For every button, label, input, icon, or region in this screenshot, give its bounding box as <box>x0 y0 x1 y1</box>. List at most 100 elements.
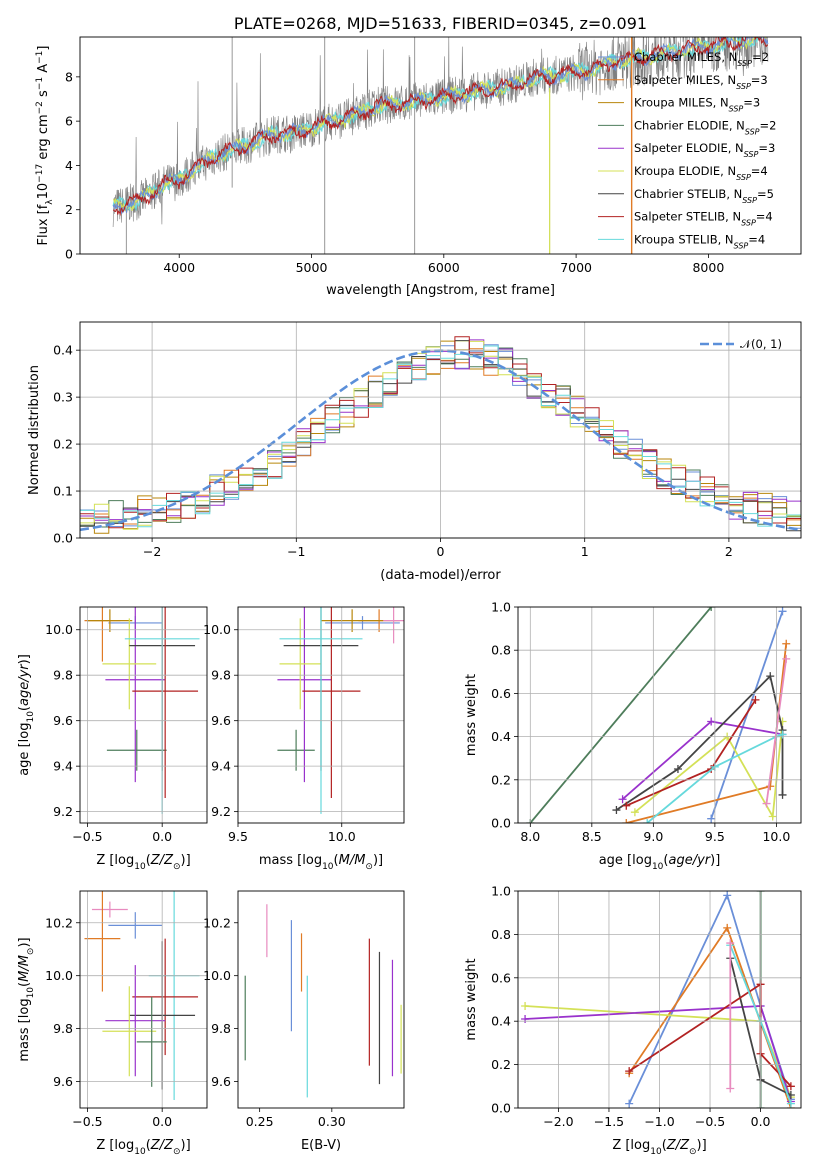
data-point-marker <box>612 806 621 815</box>
x-tick-label: 0.0 <box>152 829 172 844</box>
x-tick-label: −0.5 <box>72 1114 102 1129</box>
data-spectrum <box>112 37 769 228</box>
data-point-marker <box>778 607 787 616</box>
plot-area <box>112 37 769 254</box>
data-point-marker <box>673 765 682 773</box>
data-point-marker <box>766 782 775 791</box>
x-tick-label: 10.0 <box>762 829 790 844</box>
legend-main: Chabrier ELODIE, N <box>634 118 745 132</box>
y-tick-label: 9.4 <box>211 759 231 774</box>
axis-label-part: Z [log <box>96 1138 134 1153</box>
y-tick-label: 9.8 <box>53 1021 73 1036</box>
axis-label-part: )] <box>697 1138 707 1153</box>
x-axis-label: wavelength [Angstrom, rest frame] <box>326 283 555 298</box>
legend-sub: SSP <box>745 127 760 136</box>
axis-label-part: s <box>36 90 51 101</box>
axes-frame <box>517 606 802 824</box>
legend-entry: Chabrier MILES, NSSP=2 <box>634 50 769 68</box>
legend-main: Salpeter MILES, N <box>634 73 736 87</box>
y-tick-label: 0.8 <box>491 927 511 942</box>
legend-entry: Kroupa MILES, NSSP=3 <box>634 96 760 114</box>
data-point-marker <box>786 1082 795 1091</box>
legend-tail: =4 <box>751 164 768 178</box>
y-tick-label: 9.6 <box>211 713 231 728</box>
y-axis-label-group: age [log10(age/yr)] <box>17 654 36 776</box>
axis-label-part: 10 <box>26 987 36 999</box>
y-tick-label: 0.8 <box>491 643 511 658</box>
data-point-marker <box>766 672 775 681</box>
data-point-marker <box>707 717 716 726</box>
y-tick-label: 9.6 <box>211 1074 231 1089</box>
x-tick-label: 8.5 <box>582 829 602 844</box>
x-tick-label: −2 <box>143 544 161 559</box>
axes-frame <box>237 890 405 1109</box>
y-tick-label: 0.2 <box>491 772 511 787</box>
data-point-marker <box>726 1084 735 1093</box>
axis-label-part: λ <box>45 199 55 205</box>
plot-area <box>84 607 200 814</box>
y-tick-label: 0.0 <box>491 1101 511 1116</box>
x-tick-label: −2.0 <box>543 1114 573 1129</box>
x-axis-label: E(B-V) <box>301 1138 341 1153</box>
data-point-marker <box>726 939 735 948</box>
y-tick-label: 9.8 <box>211 1021 231 1036</box>
data-point-marker <box>778 790 787 799</box>
axes-frame <box>79 36 802 255</box>
y-tick-label: 9.8 <box>53 668 73 683</box>
legend-entry: 𝒩(0, 1) <box>740 337 782 351</box>
panel-mass_vs_Z: −0.5 0.09.69.810.010.2Z [log10(Z/Z⊙)]mass… <box>17 890 208 1157</box>
data-point-marker <box>786 1099 795 1108</box>
y-tick-label: 10.0 <box>203 622 231 637</box>
axis-label: Z [log10(Z/Z⊙)] <box>612 1138 706 1157</box>
plot-area <box>526 607 791 823</box>
plot-area <box>277 607 404 814</box>
data-point-marker <box>521 1002 530 1011</box>
x-tick-label: 8000 <box>692 260 724 275</box>
y-axis-label-group: Flux [fλ10−17 erg cm−2 s−1 A−1] <box>35 46 55 246</box>
data-point-marker <box>707 607 716 611</box>
y-tick-label: 0.0 <box>491 816 511 831</box>
x-tick-label: 0.0 <box>751 1114 771 1129</box>
y-tick-label: 9.2 <box>211 804 231 819</box>
axis-label-part: ⊙ <box>173 1147 181 1157</box>
y-tick-label: 0.3 <box>53 390 73 405</box>
axis-label-part: ⊙ <box>365 862 373 872</box>
legend-tail: =2 <box>752 50 769 64</box>
x-tick-label: 5000 <box>296 260 328 275</box>
x-tick-label: 2 <box>725 544 733 559</box>
series-line <box>646 733 783 823</box>
legend-sub: SSP <box>736 81 751 90</box>
legend-sub: SSP <box>742 195 757 204</box>
y-tick-label: 9.2 <box>53 804 73 819</box>
data-point-marker <box>622 819 631 823</box>
axis-label-part: age [log <box>599 853 652 868</box>
x-tick-label: 7000 <box>560 260 592 275</box>
x-tick-label: 0.0 <box>152 1114 172 1129</box>
axis-label-part: Z/Z <box>150 853 174 868</box>
x-axis-label: (data-model)/error <box>380 568 501 583</box>
y-tick-label: 9.4 <box>53 759 73 774</box>
axis-label-part: −1 <box>35 77 45 90</box>
axis-label: mass [log10(M/M⊙)] <box>17 937 36 1061</box>
axis-label-part: )] <box>17 654 32 664</box>
axis-label-part: ⊙ <box>26 948 36 956</box>
data-point-marker <box>622 801 631 810</box>
y-tick-label: 1.0 <box>491 884 511 899</box>
legend-tail: =4 <box>756 210 773 224</box>
x-tick-label: 9.5 <box>705 829 725 844</box>
axis-label-part: mass [log <box>259 853 322 868</box>
legend-tail: =4 <box>748 232 765 246</box>
axis-label-part: Z [log <box>612 1138 650 1153</box>
axis-label-part: ( <box>146 1138 151 1153</box>
legend-entry: Chabrier STELIB, NSSP=5 <box>634 187 774 205</box>
panel-mass_vs_ebv: 0.25 0.30 9.6 9.8 10.0 10.2 E(B-V) <box>203 890 405 1153</box>
y-tick-label: 4 <box>65 158 73 173</box>
y-tick-label: 10.2 <box>45 915 73 930</box>
y-tick-label: 0.1 <box>53 484 73 499</box>
x-tick-label: 10.0 <box>328 829 356 844</box>
plot-area <box>521 891 795 1108</box>
y-tick-label: 10.2 <box>203 915 231 930</box>
legend-sub: SSP <box>741 218 756 227</box>
